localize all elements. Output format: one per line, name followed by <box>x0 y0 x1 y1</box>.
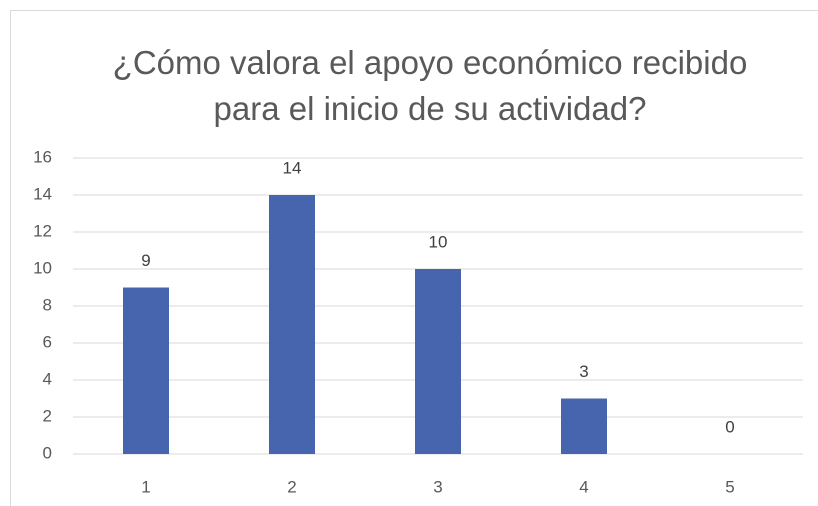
y-tick-label: 12 <box>33 221 52 240</box>
x-tick-label: 1 <box>141 477 150 496</box>
y-tick-label: 8 <box>43 295 52 314</box>
bar <box>123 287 169 454</box>
y-tick-label: 0 <box>43 443 52 462</box>
bar <box>269 195 315 454</box>
data-label: 0 <box>725 417 734 436</box>
y-tick-label: 16 <box>33 147 52 166</box>
data-label: 10 <box>429 232 448 251</box>
x-tick-label: 3 <box>433 477 442 496</box>
bar <box>415 269 461 454</box>
data-label: 14 <box>283 158 302 177</box>
bar <box>561 398 607 454</box>
y-tick-label: 14 <box>33 184 52 203</box>
x-tick-label: 4 <box>579 477 588 496</box>
y-tick-label: 2 <box>43 406 52 425</box>
x-tick-label: 2 <box>287 477 296 496</box>
data-label: 9 <box>141 251 150 270</box>
y-tick-label: 10 <box>33 258 52 277</box>
chart-frame <box>10 10 818 506</box>
data-label: 3 <box>579 362 588 381</box>
x-tick-label: 5 <box>725 477 734 496</box>
y-tick-label: 4 <box>43 369 52 388</box>
chart-title: ¿Cómo valora el apoyo económico recibido… <box>112 44 748 127</box>
y-tick-label: 6 <box>43 332 52 351</box>
